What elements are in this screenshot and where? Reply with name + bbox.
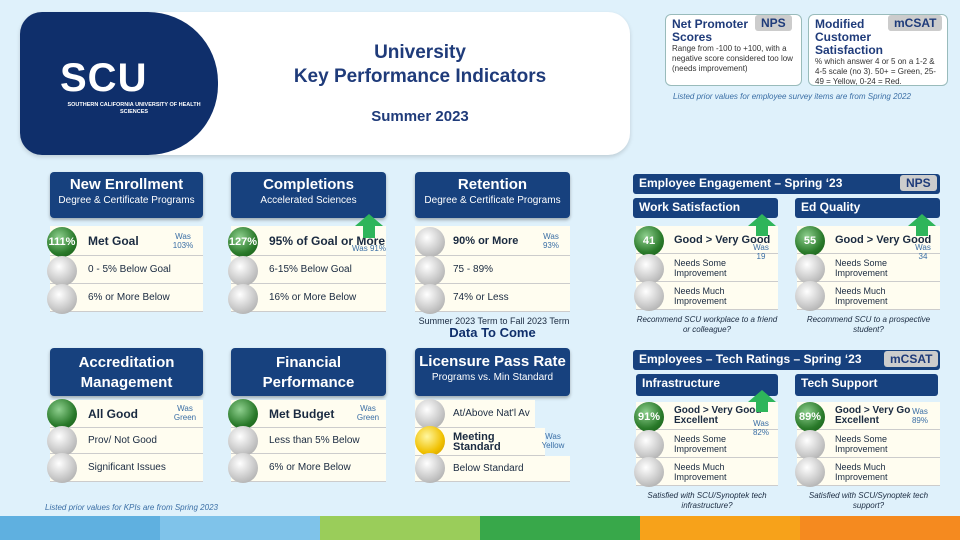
status-light-off: [634, 457, 664, 487]
status-light-yellow: [415, 426, 445, 456]
up-arrow-icon: [355, 214, 383, 226]
prior-value: Was 19: [753, 243, 769, 261]
status-light-green: [228, 399, 258, 429]
up-arrow-icon: [908, 214, 936, 226]
page-title-line2: Key Performance Indicators: [293, 66, 547, 87]
status-light-off: [228, 426, 258, 456]
status-light-green: 127%: [228, 227, 258, 257]
kpi-new-enrollment-header: New Enrollment Degree & Certificate Progr…: [50, 172, 203, 218]
color-stripe: [0, 516, 960, 540]
status-light-off: [415, 227, 445, 257]
ed-quality-header: Ed Quality: [795, 198, 940, 218]
status-light-off: [228, 256, 258, 286]
period-label: Summer 2023: [371, 108, 469, 125]
status-light-green: [47, 399, 77, 429]
survey-caption: Satisfied with SCU/Synoptek tech infrast…: [647, 491, 767, 510]
kpi-footnote: Listed prior values for KPIs are from Sp…: [45, 503, 218, 512]
page-title-line1: University: [374, 42, 466, 63]
engagement-header: Employee Engagement – Spring ‘23: [633, 174, 940, 194]
status-light-off: [47, 256, 77, 286]
nps-tag: NPS: [900, 175, 937, 191]
status-light-off: [795, 430, 825, 460]
up-arrow-icon: [916, 226, 928, 236]
prior-value: Was 34: [915, 243, 931, 261]
kpi-completions-header: Completions Accelerated Sciences: [231, 172, 386, 218]
kpi-financial-header: Financial Performance: [231, 348, 386, 396]
status-light-green: 55: [795, 226, 825, 256]
mcsat-tag: mCSAT: [884, 351, 939, 367]
prior-value: Was Green: [356, 404, 380, 422]
status-light-off: [634, 254, 664, 284]
data-to-come-label: Data To Come: [449, 325, 536, 340]
tech-ratings-header: Employees – Tech Ratings – Spring ‘23: [633, 350, 940, 370]
survey-note: Listed prior values for employee survey …: [673, 92, 911, 101]
status-light-off: [795, 457, 825, 487]
kpi-accreditation-header: Accreditation Management: [50, 348, 203, 396]
retention-note: Summer 2023 Term to Fall 2023 Term: [418, 316, 570, 326]
tech-support-header: Tech Support: [795, 374, 938, 396]
up-arrow-icon: [756, 402, 768, 412]
survey-caption: Recommend SCU workplace to a friend or c…: [636, 315, 778, 334]
prior-value: Was Yellow: [541, 432, 565, 450]
status-light-green: 91%: [634, 402, 664, 432]
kpi-row: Less than 5% Below: [231, 428, 386, 454]
status-light-green: 41: [634, 226, 664, 256]
up-arrow-icon: [748, 390, 776, 402]
up-arrow-icon: [363, 226, 375, 238]
up-arrow-icon: [756, 226, 768, 236]
status-light-off: [415, 256, 445, 286]
status-light-off: [795, 254, 825, 284]
status-light-off: [795, 281, 825, 311]
status-light-off: [634, 430, 664, 460]
prior-value: Was 93%: [542, 232, 559, 250]
university-logo: SCU SOUTHERN CALIFORNIA UNIVERSITY OF HE…: [20, 12, 218, 155]
prior-value: Was Green: [173, 404, 197, 422]
work-satisfaction-header: Work Satisfaction: [633, 198, 778, 218]
prior-value: Was 82%: [752, 419, 769, 437]
status-light-off: [228, 284, 258, 314]
prior-value: Was 89%: [911, 407, 928, 425]
status-light-off: [47, 284, 77, 314]
status-light-off: [634, 281, 664, 311]
infrastructure-header: Infrastructure: [636, 374, 778, 396]
kpi-retention-header: Retention Degree & Certificate Programs: [415, 172, 570, 218]
prior-value: Was 91%: [352, 244, 386, 253]
status-light-off: [415, 399, 445, 429]
status-light-green: 89%: [795, 402, 825, 432]
mcsat-tag: mCSAT: [888, 15, 943, 31]
status-light-green: 111%: [47, 227, 77, 257]
nps-tag: NPS: [755, 15, 792, 31]
prior-value: Was 103%: [172, 232, 194, 250]
kpi-row: Met Goal: [50, 226, 203, 256]
survey-caption: Satisfied with SCU/Synoptek tech support…: [808, 491, 929, 510]
up-arrow-icon: [748, 214, 776, 226]
kpi-licensure-header: Licensure Pass Rate Programs vs. Min Stan…: [415, 348, 570, 396]
survey-caption: Recommend SCU to a prospective student?: [806, 315, 931, 334]
status-light-off: [415, 453, 445, 483]
status-light-off: [228, 453, 258, 483]
status-light-off: [47, 426, 77, 456]
status-light-off: [415, 284, 445, 314]
status-light-off: [47, 453, 77, 483]
